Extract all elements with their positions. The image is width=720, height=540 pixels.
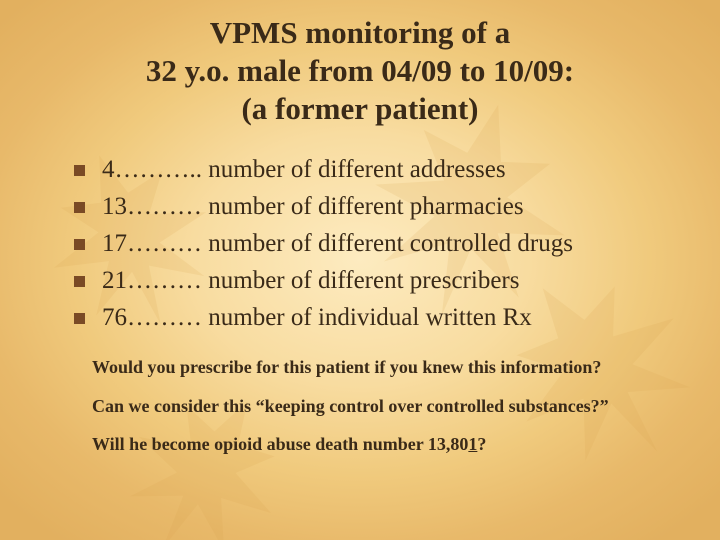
bullet-text: 21……… number of different prescribers [102, 267, 519, 294]
question-line: Can we consider this “keeping control ov… [92, 395, 670, 418]
question-text: Can we consider this “keeping control ov… [92, 396, 609, 416]
list-item: 13……… number of different pharmacies [70, 190, 670, 223]
bullet-text: 13……… number of different pharmacies [102, 193, 524, 220]
list-item: 76……… number of individual written Rx [70, 301, 670, 334]
question-text: Will he become opioid abuse death number… [92, 434, 468, 454]
bullet-text: 17……… number of different controlled dru… [102, 230, 573, 257]
list-item: 17……… number of different controlled dru… [70, 227, 670, 260]
question-line: Would you prescribe for this patient if … [92, 356, 670, 379]
bullet-list: 4……….. number of different addresses 13…… [70, 153, 670, 334]
title-line-2: 32 y.o. male from 04/09 to 10/09: [50, 52, 670, 90]
slide: VPMS monitoring of a 32 y.o. male from 0… [0, 0, 720, 540]
list-item: 21……… number of different prescribers [70, 264, 670, 297]
question-line: Will he become opioid abuse death number… [92, 433, 670, 456]
bullet-text: 4……….. number of different addresses [102, 156, 506, 183]
question-text: Would you prescribe for this patient if … [92, 357, 601, 377]
title-line-1: VPMS monitoring of a [50, 14, 670, 52]
question-text: ? [477, 434, 486, 454]
list-item: 4……….. number of different addresses [70, 153, 670, 186]
question-block: Would you prescribe for this patient if … [92, 356, 670, 456]
bullet-text: 76……… number of individual written Rx [102, 304, 532, 331]
title-line-3: (a former patient) [50, 90, 670, 128]
slide-title: VPMS monitoring of a 32 y.o. male from 0… [50, 14, 670, 127]
